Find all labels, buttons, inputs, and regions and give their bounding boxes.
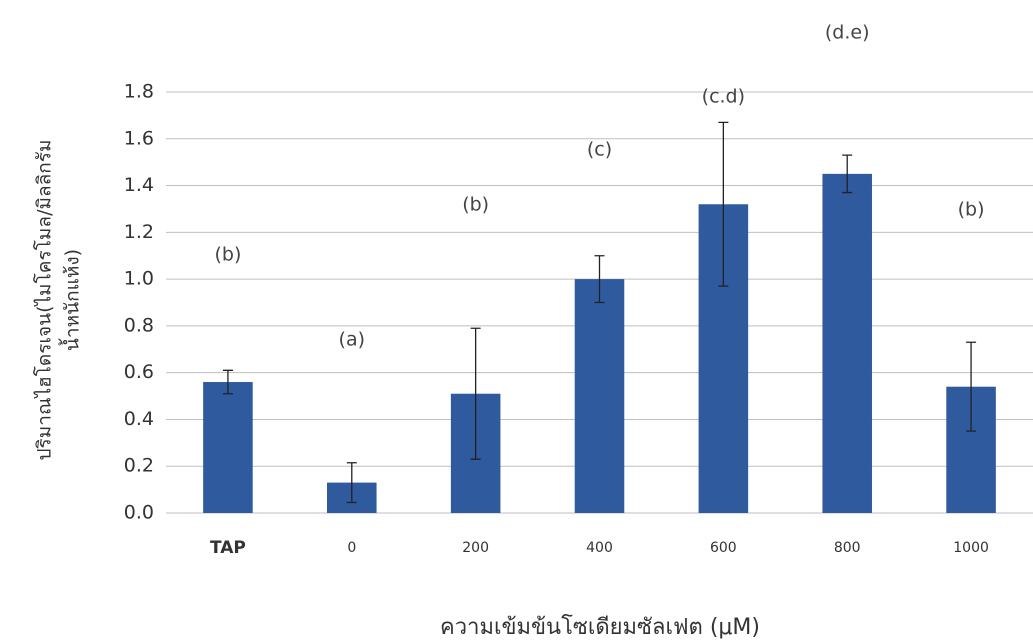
y-tick-label: 1.4 xyxy=(124,174,154,196)
annotation: (b) xyxy=(462,194,489,216)
y-tick-label: 0.0 xyxy=(124,502,154,524)
x-tick-label: 1000 xyxy=(953,540,989,556)
y-tick-label: 1.0 xyxy=(124,268,154,290)
bar xyxy=(822,173,872,513)
error-bar xyxy=(470,327,481,460)
annotation: (c) xyxy=(587,139,612,161)
y-tick-label: 0.4 xyxy=(124,408,154,430)
x-tick-label: 0 xyxy=(347,540,356,556)
error-bar xyxy=(222,369,233,395)
y-tick-label: 1.6 xyxy=(124,127,154,149)
error-bar xyxy=(594,255,605,304)
x-tick-label: TAP xyxy=(210,538,246,558)
y-tick-label: 1.2 xyxy=(124,221,154,243)
y-tick-label: 0.2 xyxy=(124,455,154,477)
y-tick-label: 0.6 xyxy=(124,361,154,383)
error-bar xyxy=(966,341,977,432)
x-tick-label: 800 xyxy=(834,540,861,556)
y-axis-label: น้ำหนักแห้ง) xyxy=(59,249,84,351)
y-axis-label: ปริมาณไฮโดรเจน(ไมโครโมล/มิลลิกรัม xyxy=(33,139,56,460)
error-bar xyxy=(842,154,853,194)
x-axis-label: ความเข้มข้นโซเดียมซัลเฟต (μM) xyxy=(440,614,760,640)
y-tick-label: 1.8 xyxy=(124,81,154,103)
annotation: (b) xyxy=(214,244,241,266)
x-tick-label: 400 xyxy=(586,540,613,556)
annotation: (d.e) xyxy=(825,22,870,44)
bar xyxy=(203,382,253,513)
error-bar xyxy=(346,462,357,504)
x-tick-label: 200 xyxy=(462,540,489,556)
bar xyxy=(574,279,625,513)
y-tick-label: 0.8 xyxy=(124,314,154,336)
annotation: (b) xyxy=(958,199,985,221)
error-bar xyxy=(718,121,729,287)
annotation: (c.d) xyxy=(702,86,745,108)
x-tick-label: 600 xyxy=(710,540,737,556)
annotation: (a) xyxy=(339,329,365,351)
